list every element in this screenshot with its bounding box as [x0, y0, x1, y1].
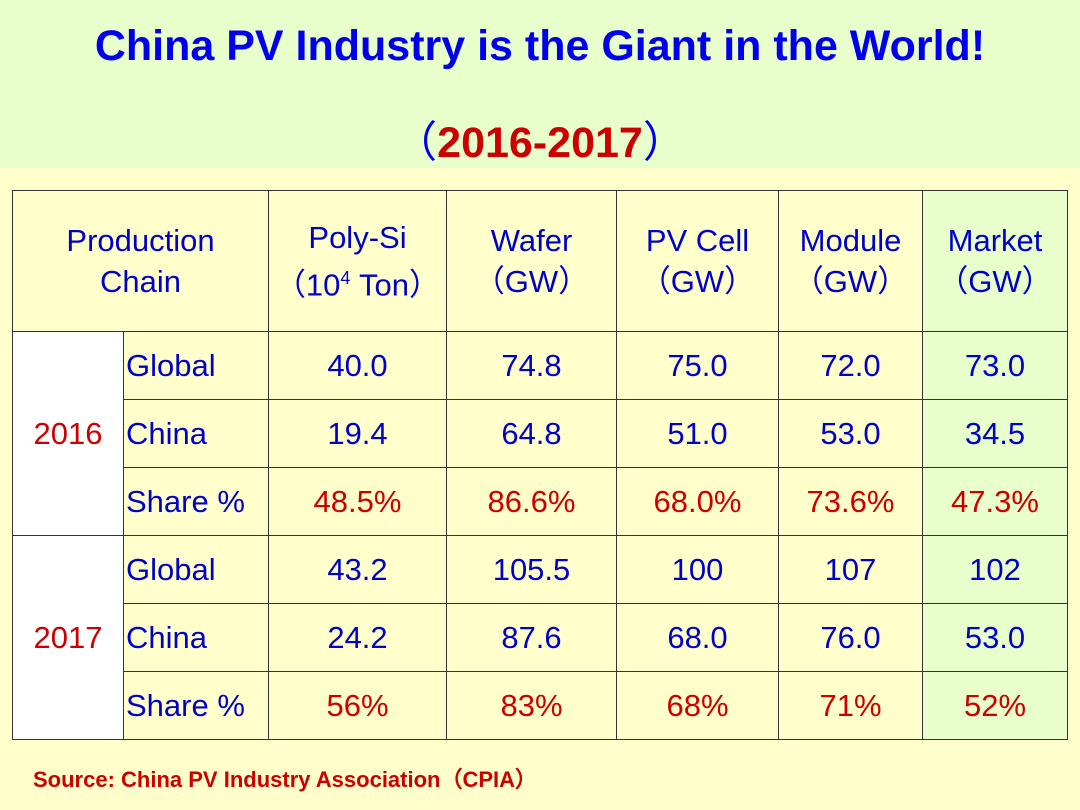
header-wafer: Wafer （GW）: [446, 190, 617, 332]
header-label-line2: Chain: [100, 264, 181, 299]
unit-superscript: 4: [340, 267, 351, 288]
cell-value: 51.0: [616, 399, 779, 468]
cell-value-share: 48.5%: [268, 467, 447, 536]
header-wafer-unit: （GW）: [473, 264, 590, 299]
header-pv-cell-name: PV Cell: [645, 223, 750, 258]
cell-value: 24.2: [268, 603, 447, 672]
row-label-global: Global: [123, 535, 269, 604]
subtitle-years: 2016-2017: [437, 119, 643, 167]
header-module-unit: （GW）: [792, 264, 909, 299]
row-label-share: Share %: [123, 467, 269, 536]
table-row: China 19.4 64.8 51.0 53.0 34.5: [13, 399, 1068, 468]
header-poly-si: Poly-Si （104 Ton）: [268, 190, 447, 332]
cell-value: 72.0: [778, 331, 923, 400]
header-market-name: Market: [947, 223, 1043, 258]
source-note: Source: China PV Industry Association（CP…: [33, 767, 538, 792]
row-label-china: China: [123, 399, 269, 468]
page-subtitle: （2016-2017）: [0, 108, 1080, 170]
year-2017: 2017: [12, 535, 124, 740]
table-header-row: Production Chain Poly-Si （104 Ton） Wafer…: [12, 190, 1068, 332]
cell-value-market: 102: [922, 535, 1068, 604]
table-row: 2016 Global 40.0 74.8 75.0 72.0 73.0: [12, 331, 1068, 536]
table-row: Share % 48.5% 86.6% 68.0% 73.6% 47.3%: [13, 467, 1068, 536]
page-title: China PV Industry is the Giant in the Wo…: [94, 22, 986, 70]
cell-value-share: 68.0%: [616, 467, 779, 536]
cell-value-share-market: 52%: [922, 671, 1068, 740]
header-module: Module （GW）: [778, 190, 923, 332]
cell-value-share: 73.6%: [778, 467, 923, 536]
header-market: Market （GW）: [922, 190, 1068, 332]
header-market-unit: （GW）: [937, 264, 1053, 299]
header-production-chain: Production Chain: [12, 190, 269, 332]
cell-value: 43.2: [268, 535, 447, 604]
table-row: 2017 Global 43.2 105.5 100 107 102: [12, 535, 1068, 740]
unit-prefix: （10: [274, 267, 341, 303]
cell-value-share: 83%: [446, 671, 617, 740]
cell-value: 105.5: [446, 535, 617, 604]
header-poly-si-unit: （104 Ton）: [269, 258, 446, 305]
cell-value-market: 53.0: [922, 603, 1068, 672]
cell-value: 19.4: [268, 399, 447, 468]
unit-suffix: Ton）: [350, 267, 441, 303]
cell-value-market: 73.0: [922, 331, 1068, 400]
header-label-line1: Production: [66, 223, 215, 258]
header-wafer-name: Wafer: [490, 223, 573, 258]
cell-value: 75.0: [616, 331, 779, 400]
cell-value-share: 71%: [778, 671, 923, 740]
cell-value: 64.8: [446, 399, 617, 468]
cell-value: 74.8: [446, 331, 617, 400]
header-poly-si-name: Poly-Si: [308, 219, 407, 255]
header-band: China PV Industry is the Giant in the Wo…: [0, 0, 1080, 168]
table-row: China 24.2 87.6 68.0 76.0 53.0: [13, 603, 1068, 672]
subtitle-open-paren: （: [394, 119, 438, 167]
row-label-share: Share %: [123, 671, 269, 740]
table-row: Share % 56% 83% 68% 71% 52%: [13, 671, 1068, 740]
cell-value-market: 34.5: [922, 399, 1068, 468]
cell-value: 87.6: [446, 603, 617, 672]
cell-value-share: 86.6%: [446, 467, 617, 536]
header-pv-cell: PV Cell （GW）: [616, 190, 779, 332]
cell-value: 107: [778, 535, 923, 604]
cell-value: 100: [616, 535, 779, 604]
cell-value-share: 68%: [616, 671, 779, 740]
header-module-name: Module: [799, 223, 902, 258]
header-pv-cell-unit: （GW）: [639, 264, 756, 299]
subtitle-close-paren: ）: [642, 119, 686, 167]
row-label-china: China: [123, 603, 269, 672]
cell-value-share-market: 47.3%: [922, 467, 1068, 536]
cell-value: 53.0: [778, 399, 923, 468]
cell-value: 40.0: [268, 331, 447, 400]
cell-value: 68.0: [616, 603, 779, 672]
cell-value: 76.0: [778, 603, 923, 672]
year-2016: 2016: [12, 331, 124, 536]
production-chain-table: Production Chain Poly-Si （104 Ton） Wafer…: [12, 190, 1068, 740]
cell-value-share: 56%: [268, 671, 447, 740]
row-label-global: Global: [123, 331, 269, 400]
